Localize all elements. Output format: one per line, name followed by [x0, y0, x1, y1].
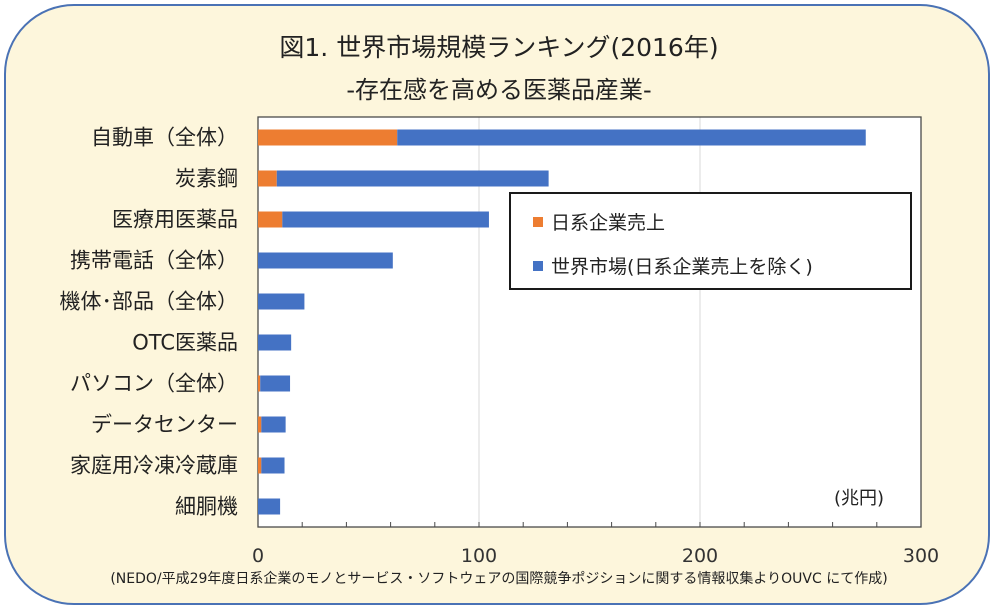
- bar-world-market: [261, 457, 285, 474]
- legend-item-world: 世界市場(日系企業売上を除く): [533, 252, 813, 279]
- bar-japanese-sales: [258, 129, 398, 146]
- x-tick-label: 0: [252, 545, 264, 567]
- bar-world-market: [276, 170, 549, 187]
- bar-japanese-sales: [258, 457, 262, 474]
- x-tick-label: 200: [682, 545, 718, 567]
- legend-label-japanese: 日系企業売上: [551, 212, 666, 234]
- legend-label-world: 世界市場(日系企業売上を除く): [551, 256, 813, 278]
- bar-japanese-sales: [258, 211, 283, 228]
- bar-world-market: [261, 416, 286, 433]
- legend: 日系企業売上 世界市場(日系企業売上を除く): [509, 192, 912, 290]
- category-label: 機体･部品（全体）: [60, 290, 239, 314]
- chart-subtitle: -存在感を高める医薬品産業-: [346, 76, 652, 104]
- category-label: 携帯電話（全体）: [70, 249, 238, 273]
- category-label: OTC医薬品: [132, 331, 238, 355]
- unit-label: (兆円): [834, 488, 885, 509]
- plot-frame: [257, 116, 922, 528]
- bar-world-market: [282, 211, 489, 228]
- category-label: 炭素鋼: [175, 167, 238, 191]
- legend-swatch-japanese: [533, 216, 543, 227]
- bar-world-market: [258, 498, 281, 515]
- category-label: 細胴機: [175, 495, 238, 519]
- source-note: (NEDO/平成29年度日系企業のモノとサービス・ソフトウェアの国際競争ポジショ…: [110, 571, 888, 587]
- bar-world-market: [397, 129, 866, 146]
- x-tick-label: 100: [461, 545, 497, 567]
- legend-swatch-world: [533, 260, 543, 271]
- legend-item-japanese: 日系企業売上: [533, 208, 665, 235]
- category-label: 自動車（全体）: [91, 126, 238, 150]
- chart-title: 図1. 世界市場規模ランキング(2016年): [279, 33, 719, 62]
- bar-japanese-sales: [258, 416, 262, 433]
- bar-japanese-sales: [258, 170, 277, 187]
- category-label: データセンター: [91, 413, 238, 437]
- bar-world-market: [258, 334, 292, 351]
- bar-world-market: [258, 293, 305, 310]
- category-label: 医療用医薬品: [112, 208, 238, 232]
- bar-world-market: [258, 252, 393, 269]
- bar-japanese-sales: [258, 375, 261, 392]
- x-tick-label: 300: [903, 545, 939, 567]
- category-label: パソコン（全体）: [70, 372, 238, 396]
- category-label: 家庭用冷凍冷蔵庫: [70, 454, 238, 478]
- bar-world-market: [260, 375, 291, 392]
